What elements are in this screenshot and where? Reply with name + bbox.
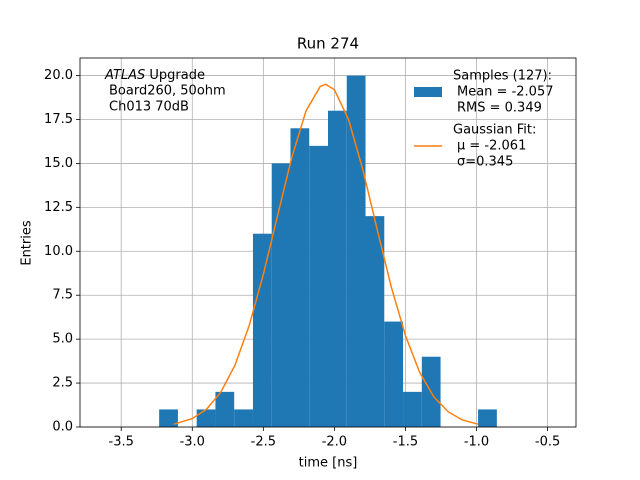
bar <box>346 75 366 428</box>
x-tick-label: -3.0 <box>180 435 205 450</box>
y-tick-label: 12.5 <box>44 200 73 215</box>
legend-label: Samples (127): <box>453 69 552 84</box>
legend-swatch <box>414 87 442 97</box>
y-tick-label: 7.5 <box>52 288 73 303</box>
x-tick-label: -1.5 <box>393 435 418 450</box>
bar <box>478 409 497 427</box>
x-tick-label: -0.5 <box>535 435 560 450</box>
bar <box>215 391 235 427</box>
x-tick-label: -2.0 <box>322 435 347 450</box>
bar <box>290 128 310 428</box>
x-tick-label: -1.0 <box>464 435 489 450</box>
annotation: ATLAS Upgrade <box>104 68 205 83</box>
y-tick-label: 15.0 <box>44 156 73 171</box>
bar <box>252 233 272 427</box>
annotation: Board260, 50ohm <box>109 84 226 99</box>
bar <box>159 409 178 427</box>
y-tick-label: 5.0 <box>52 332 73 347</box>
y-tick-label: 20.0 <box>44 68 73 83</box>
legend-label: Mean = -2.057 <box>457 85 553 100</box>
bar <box>271 163 291 427</box>
bar <box>328 110 347 427</box>
x-axis-label: time [ns] <box>299 456 358 471</box>
legend-label: μ = -2.061 <box>457 139 526 154</box>
bar <box>234 409 253 427</box>
bar <box>403 391 422 427</box>
y-tick-label: 10.0 <box>44 244 73 259</box>
fit-line <box>173 83 479 425</box>
annotation: Ch013 70dB <box>109 100 189 115</box>
chart-title: Run 274 <box>297 35 359 53</box>
x-tick-label: -3.5 <box>109 435 134 450</box>
annotation-emphasis: ATLAS <box>104 68 145 83</box>
bar <box>309 145 328 427</box>
bar <box>384 321 404 427</box>
bar <box>196 409 216 427</box>
legend-label: RMS = 0.349 <box>457 101 542 116</box>
plot-frame <box>79 57 577 428</box>
legend-label: σ=0.345 <box>457 155 513 170</box>
y-tick-label: 2.5 <box>52 376 73 391</box>
legend-label: Gaussian Fit: <box>453 123 536 138</box>
y-tick-label: 0.0 <box>52 420 73 435</box>
bar <box>365 216 385 427</box>
y-tick-label: 17.5 <box>44 112 73 127</box>
y-axis-label: Entries <box>20 220 35 266</box>
x-tick-label: -2.5 <box>251 435 276 450</box>
annotation-text: Upgrade <box>145 68 205 83</box>
